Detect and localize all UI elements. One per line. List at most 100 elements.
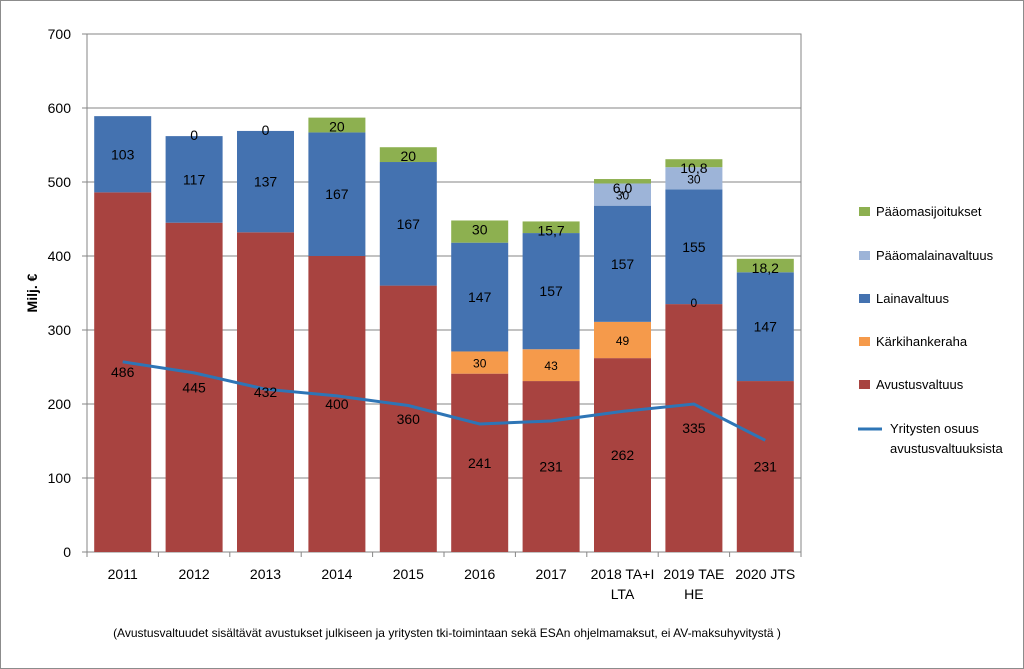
bar-avustusvaltuus <box>165 222 223 552</box>
x-tick-label: 2016 <box>464 566 495 582</box>
data-label: 18,2 <box>752 260 779 276</box>
legend-swatch-pääomasijoitukset <box>859 207 870 216</box>
line-yritysten-osuus <box>122 360 766 442</box>
bar-pääomasijoitukset <box>665 159 723 168</box>
data-label: 486 <box>111 364 135 380</box>
bar-kärkihankeraha <box>522 349 580 382</box>
bar-pääomasijoitukset <box>522 221 580 234</box>
bar-pääomasijoitukset <box>308 117 366 133</box>
bar-avustusvaltuus <box>594 358 651 552</box>
bar-lainavaltuus <box>522 233 580 350</box>
data-label: 167 <box>325 186 349 202</box>
data-label: 445 <box>182 379 206 395</box>
bar-pääomasijoitukset <box>379 147 437 163</box>
data-label: 0 <box>190 127 198 143</box>
x-tick-label: 2013 <box>250 566 281 582</box>
bar-avustusvaltuus <box>665 304 723 552</box>
x-tick-label: 2017 <box>536 566 567 582</box>
legend-swatch-avustusvaltuus <box>859 380 870 389</box>
data-label: 262 <box>611 447 635 463</box>
data-label: 20 <box>401 148 417 164</box>
legend-label: Kärkihankeraha <box>876 334 968 349</box>
data-label: 231 <box>539 459 563 475</box>
legend-label: Lainavaltuus <box>876 291 949 306</box>
data-label: 167 <box>397 216 421 232</box>
legend-label: Avustusvaltuus <box>876 377 964 392</box>
data-label: 30 <box>473 357 487 371</box>
data-label: 117 <box>183 171 206 187</box>
bar-lainavaltuus <box>451 242 509 352</box>
legend-swatch-lainavaltuus <box>859 294 870 303</box>
y-tick-label: 400 <box>48 248 72 264</box>
legend-label: Pääomasijoitukset <box>876 204 982 219</box>
data-label: 231 <box>754 459 778 475</box>
data-label: 157 <box>611 256 635 272</box>
x-tick-label: 2012 <box>179 566 210 582</box>
chart-footnote: (Avustusvaltuudet sisältävät avustukset … <box>113 626 781 640</box>
bar-kärkihankeraha <box>594 321 651 359</box>
x-tick-label: 2014 <box>321 566 352 582</box>
y-tick-label: 300 <box>48 322 72 338</box>
x-tick-label: 2011 <box>108 566 138 582</box>
data-label: 137 <box>254 174 278 190</box>
bar-lainavaltuus <box>736 272 794 382</box>
x-tick-label: 2019 TAE <box>663 566 724 582</box>
y-tick-label: 700 <box>48 26 72 42</box>
bar-kärkihankeraha <box>451 351 509 374</box>
x-tick-label: 2020 JTS <box>735 566 795 582</box>
bar-avustusvaltuus <box>94 192 152 553</box>
data-label: 147 <box>754 319 778 335</box>
data-label: 30 <box>472 221 488 237</box>
data-label: 6,0 <box>613 180 633 196</box>
bar-pääomasijoitukset <box>736 258 794 273</box>
data-label: 155 <box>682 239 706 255</box>
bar-lainavaltuus <box>94 116 152 193</box>
x-tick-label: HE <box>684 586 703 602</box>
y-tick-label: 600 <box>48 100 72 116</box>
data-label: 157 <box>539 283 563 299</box>
data-label: 400 <box>325 396 349 412</box>
bar-avustusvaltuus <box>308 256 366 552</box>
data-label: 103 <box>111 146 135 162</box>
x-tick-label: 2018 TA+I <box>591 566 655 582</box>
bar-lainavaltuus <box>165 136 223 223</box>
y-axis-label: Milj. € <box>24 273 40 312</box>
data-label: 335 <box>682 420 706 436</box>
legend-label: Pääomalainavaltuus <box>876 248 994 263</box>
data-label: 30 <box>687 172 701 186</box>
legend-swatch-pääomalainavaltuus <box>859 251 870 260</box>
bar-pääomalainavaltuus <box>594 183 651 206</box>
data-label: 43 <box>544 359 558 373</box>
legend-label: Yritysten osuus <box>890 421 979 436</box>
bar-pääomasijoitukset <box>451 220 509 243</box>
bar-avustusvaltuus <box>451 373 509 552</box>
bar-lainavaltuus <box>665 189 723 305</box>
data-label: 432 <box>254 384 278 400</box>
y-tick-label: 0 <box>63 544 71 560</box>
y-tick-label: 200 <box>48 396 72 412</box>
data-label: 147 <box>468 289 492 305</box>
data-label: 15,7 <box>537 222 564 238</box>
bar-lainavaltuus <box>379 162 437 286</box>
legend-label: avustusvaltuuksista <box>890 441 1003 456</box>
bar-avustusvaltuus <box>736 381 794 552</box>
bar-pääomalainavaltuus <box>665 167 723 190</box>
data-label: 20 <box>329 119 345 135</box>
data-label: 0 <box>262 122 270 138</box>
bar-pääomasijoitukset <box>594 179 651 184</box>
y-tick-label: 100 <box>48 470 72 486</box>
bar-lainavaltuus <box>594 205 651 322</box>
x-tick-label: LTA <box>611 586 635 602</box>
data-label: 0 <box>691 296 698 310</box>
bar-lainavaltuus <box>237 130 294 233</box>
x-tick-label: 2015 <box>393 566 424 582</box>
bar-avustusvaltuus <box>379 285 437 552</box>
data-label: 30 <box>616 189 630 203</box>
bar-avustusvaltuus <box>522 381 580 552</box>
data-label: 241 <box>468 455 492 471</box>
data-label: 10,8 <box>680 160 707 176</box>
data-label: 360 <box>397 411 421 427</box>
y-tick-label: 500 <box>48 174 72 190</box>
